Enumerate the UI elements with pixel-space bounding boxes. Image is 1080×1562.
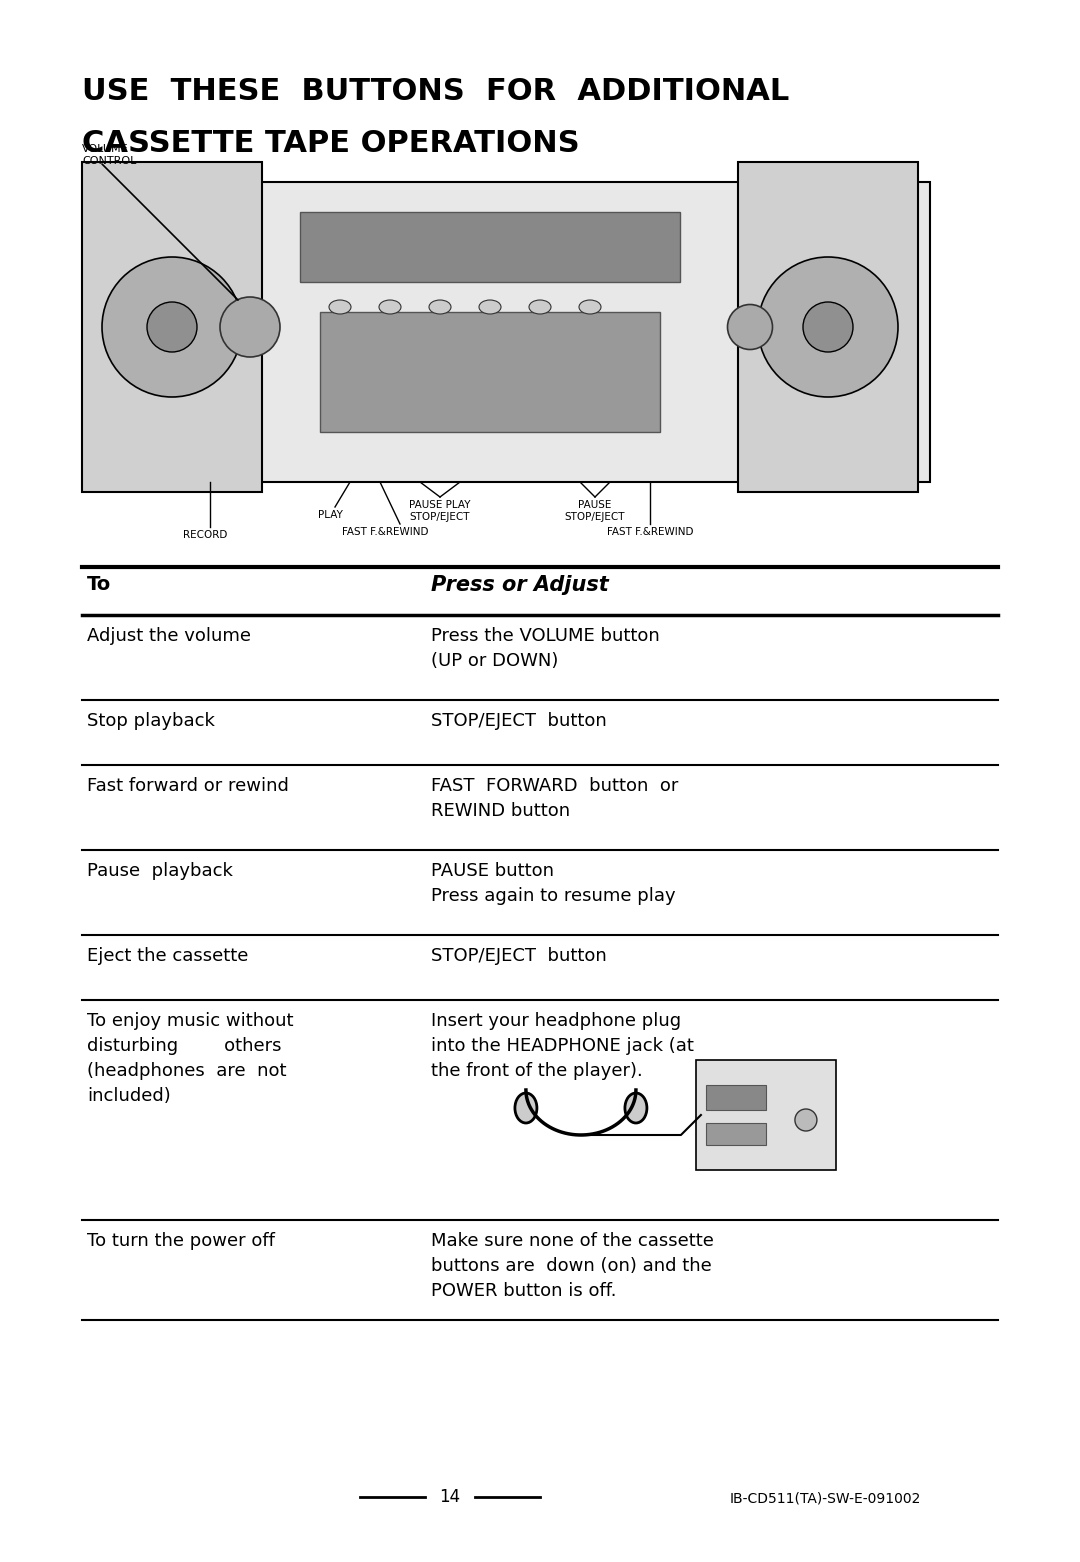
- Text: Press or Adjust: Press or Adjust: [431, 575, 609, 595]
- Ellipse shape: [804, 301, 853, 351]
- Ellipse shape: [529, 300, 551, 314]
- Text: IB-CD511(TA)-SW-E-091002: IB-CD511(TA)-SW-E-091002: [730, 1492, 921, 1506]
- Bar: [738, 162, 918, 492]
- Text: PAUSE button
Press again to resume play: PAUSE button Press again to resume play: [431, 862, 676, 904]
- Ellipse shape: [758, 258, 897, 397]
- Text: FAST  FORWARD  button  or
REWIND button: FAST FORWARD button or REWIND button: [431, 776, 678, 820]
- Bar: [320, 312, 660, 433]
- Text: RECORD: RECORD: [183, 530, 227, 540]
- Ellipse shape: [147, 301, 197, 351]
- Ellipse shape: [625, 1093, 647, 1123]
- Ellipse shape: [480, 300, 501, 314]
- Bar: [706, 1086, 766, 1111]
- Text: 14: 14: [440, 1489, 460, 1506]
- Text: Pause  playback: Pause playback: [87, 862, 233, 879]
- Text: PAUSE PLAY
STOP/EJECT: PAUSE PLAY STOP/EJECT: [409, 500, 471, 522]
- Text: Stop playback: Stop playback: [87, 712, 215, 729]
- Bar: [706, 1123, 766, 1145]
- Text: PAUSE
STOP/EJECT: PAUSE STOP/EJECT: [565, 500, 625, 522]
- Bar: [82, 162, 262, 492]
- Text: FAST F.&REWIND: FAST F.&REWIND: [607, 526, 693, 537]
- Text: STOP/EJECT  button: STOP/EJECT button: [431, 712, 607, 729]
- Ellipse shape: [429, 300, 451, 314]
- Ellipse shape: [515, 1093, 537, 1123]
- Text: To enjoy music without
disturbing        others
(headphones  are  not
included): To enjoy music without disturbing others…: [87, 1012, 294, 1104]
- Text: Make sure none of the cassette
buttons are  down (on) and the
POWER button is of: Make sure none of the cassette buttons a…: [431, 1232, 714, 1300]
- Text: Fast forward or rewind: Fast forward or rewind: [87, 776, 288, 795]
- Text: Insert your headphone plug
into the HEADPHONE jack (at
the front of the player).: Insert your headphone plug into the HEAD…: [431, 1012, 693, 1079]
- Ellipse shape: [795, 1109, 816, 1131]
- Text: USE  THESE  BUTTONS  FOR  ADDITIONAL: USE THESE BUTTONS FOR ADDITIONAL: [82, 77, 789, 106]
- Text: VOLUME
CONTROL: VOLUME CONTROL: [82, 144, 136, 167]
- Ellipse shape: [728, 305, 772, 350]
- Text: FAST F.&REWIND: FAST F.&REWIND: [341, 526, 429, 537]
- Text: CASSETTE TAPE OPERATIONS: CASSETTE TAPE OPERATIONS: [82, 130, 580, 158]
- Bar: [300, 212, 680, 283]
- Text: Press the VOLUME button
(UP or DOWN): Press the VOLUME button (UP or DOWN): [431, 626, 660, 670]
- Ellipse shape: [579, 300, 600, 314]
- Ellipse shape: [102, 258, 242, 397]
- Text: STOP/EJECT  button: STOP/EJECT button: [431, 947, 607, 965]
- Text: Eject the cassette: Eject the cassette: [87, 947, 248, 965]
- Ellipse shape: [329, 300, 351, 314]
- Text: To turn the power off: To turn the power off: [87, 1232, 275, 1250]
- Bar: [150, 183, 930, 483]
- Text: To: To: [87, 575, 111, 594]
- Ellipse shape: [379, 300, 401, 314]
- Ellipse shape: [220, 297, 280, 358]
- Bar: [696, 1061, 836, 1170]
- Text: PLAY: PLAY: [318, 511, 342, 520]
- Text: Adjust the volume: Adjust the volume: [87, 626, 251, 645]
